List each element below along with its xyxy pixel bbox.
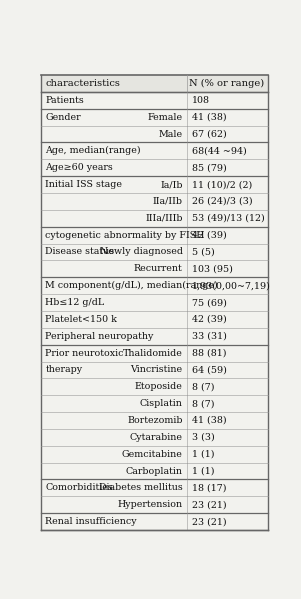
Bar: [41, 462, 268, 479]
Bar: [41, 294, 268, 311]
Bar: [41, 395, 268, 412]
Text: Cisplatin: Cisplatin: [140, 399, 182, 408]
Text: Carboplatin: Carboplatin: [126, 467, 182, 476]
Text: 23 (21): 23 (21): [192, 500, 226, 509]
Text: Prior neurotoxic: Prior neurotoxic: [45, 349, 124, 358]
Text: Disease status: Disease status: [45, 247, 114, 256]
Bar: [41, 210, 268, 226]
Bar: [41, 497, 268, 513]
Text: 8 (7): 8 (7): [192, 399, 214, 408]
Text: 64 (59): 64 (59): [192, 365, 227, 374]
Text: 5 (5): 5 (5): [192, 247, 215, 256]
Text: IIIa/IIIb: IIIa/IIIb: [145, 214, 182, 223]
Bar: [41, 261, 268, 277]
Text: 26 (24)/3 (3): 26 (24)/3 (3): [192, 197, 253, 206]
Bar: [41, 379, 268, 395]
Bar: [41, 75, 268, 92]
Bar: [41, 362, 268, 379]
Bar: [41, 311, 268, 328]
Text: IIa/IIb: IIa/IIb: [153, 197, 182, 206]
Text: 18 (17): 18 (17): [192, 483, 226, 492]
Text: Gemcitabine: Gemcitabine: [122, 450, 182, 459]
Text: Renal insufficiency: Renal insufficiency: [45, 517, 137, 526]
Bar: [41, 446, 268, 462]
Text: Diabetes mellitus: Diabetes mellitus: [99, 483, 182, 492]
Text: 85 (79): 85 (79): [192, 164, 227, 173]
Text: N (% or range): N (% or range): [189, 79, 264, 88]
Text: 41 (38): 41 (38): [192, 416, 226, 425]
Text: 42 (39): 42 (39): [192, 315, 227, 324]
Text: 42 (39): 42 (39): [192, 231, 227, 240]
Text: 41 (38): 41 (38): [192, 113, 226, 122]
Text: 33 (31): 33 (31): [192, 332, 227, 341]
Bar: [41, 109, 268, 126]
Text: 53 (49)/13 (12): 53 (49)/13 (12): [192, 214, 265, 223]
Bar: [41, 328, 268, 344]
Text: Hb≤12 g/dL: Hb≤12 g/dL: [45, 298, 105, 307]
Text: 75 (69): 75 (69): [192, 298, 227, 307]
Text: 1,93(0,00~7,19): 1,93(0,00~7,19): [192, 281, 271, 290]
Text: 67 (62): 67 (62): [192, 129, 227, 138]
Text: Gender: Gender: [45, 113, 81, 122]
Bar: [41, 176, 268, 193]
Text: Male: Male: [158, 129, 182, 138]
Bar: [41, 226, 268, 244]
Bar: [41, 143, 268, 159]
Text: M component(g/dL), median(range): M component(g/dL), median(range): [45, 281, 218, 291]
Text: 1 (1): 1 (1): [192, 450, 214, 459]
Text: Age, median(range): Age, median(range): [45, 146, 141, 156]
Bar: [41, 412, 268, 429]
Text: 103 (95): 103 (95): [192, 264, 233, 273]
Text: Female: Female: [147, 113, 182, 122]
Text: 108: 108: [192, 96, 210, 105]
Text: Peripheral neuropathy: Peripheral neuropathy: [45, 332, 154, 341]
Bar: [41, 479, 268, 497]
Text: Newly diagnosed: Newly diagnosed: [100, 247, 182, 256]
Bar: [41, 277, 268, 294]
Text: 1 (1): 1 (1): [192, 467, 214, 476]
Text: Initial ISS stage: Initial ISS stage: [45, 180, 123, 189]
Text: 68(44 ~94): 68(44 ~94): [192, 146, 247, 155]
Bar: [41, 429, 268, 446]
Bar: [41, 92, 268, 109]
Text: characteristics: characteristics: [45, 79, 120, 88]
Text: Cytarabine: Cytarabine: [129, 433, 182, 442]
Bar: [41, 159, 268, 176]
Text: Age≥60 years: Age≥60 years: [45, 164, 113, 173]
Text: Comorbidities: Comorbidities: [45, 483, 113, 492]
Text: 11 (10)/2 (2): 11 (10)/2 (2): [192, 180, 252, 189]
Text: Recurrent: Recurrent: [134, 264, 182, 273]
Text: Ia/Ib: Ia/Ib: [160, 180, 182, 189]
Text: cytogenetic abnormality by FISH: cytogenetic abnormality by FISH: [45, 231, 205, 240]
Text: 88 (81): 88 (81): [192, 349, 226, 358]
Text: Hypertension: Hypertension: [117, 500, 182, 509]
Text: Patients: Patients: [45, 96, 84, 105]
Bar: [41, 193, 268, 210]
Text: Etoposide: Etoposide: [135, 382, 182, 391]
Text: 23 (21): 23 (21): [192, 517, 226, 526]
Bar: [41, 244, 268, 261]
Text: 8 (7): 8 (7): [192, 382, 214, 391]
Text: therapy: therapy: [45, 365, 82, 374]
Text: 3 (3): 3 (3): [192, 433, 215, 442]
Text: Bortezomib: Bortezomib: [127, 416, 182, 425]
Text: Vincristine: Vincristine: [130, 365, 182, 374]
Text: Thalidomide: Thalidomide: [123, 349, 182, 358]
Text: Platelet<150 k: Platelet<150 k: [45, 315, 117, 324]
Bar: [41, 126, 268, 143]
Bar: [41, 344, 268, 362]
Bar: [41, 513, 268, 530]
